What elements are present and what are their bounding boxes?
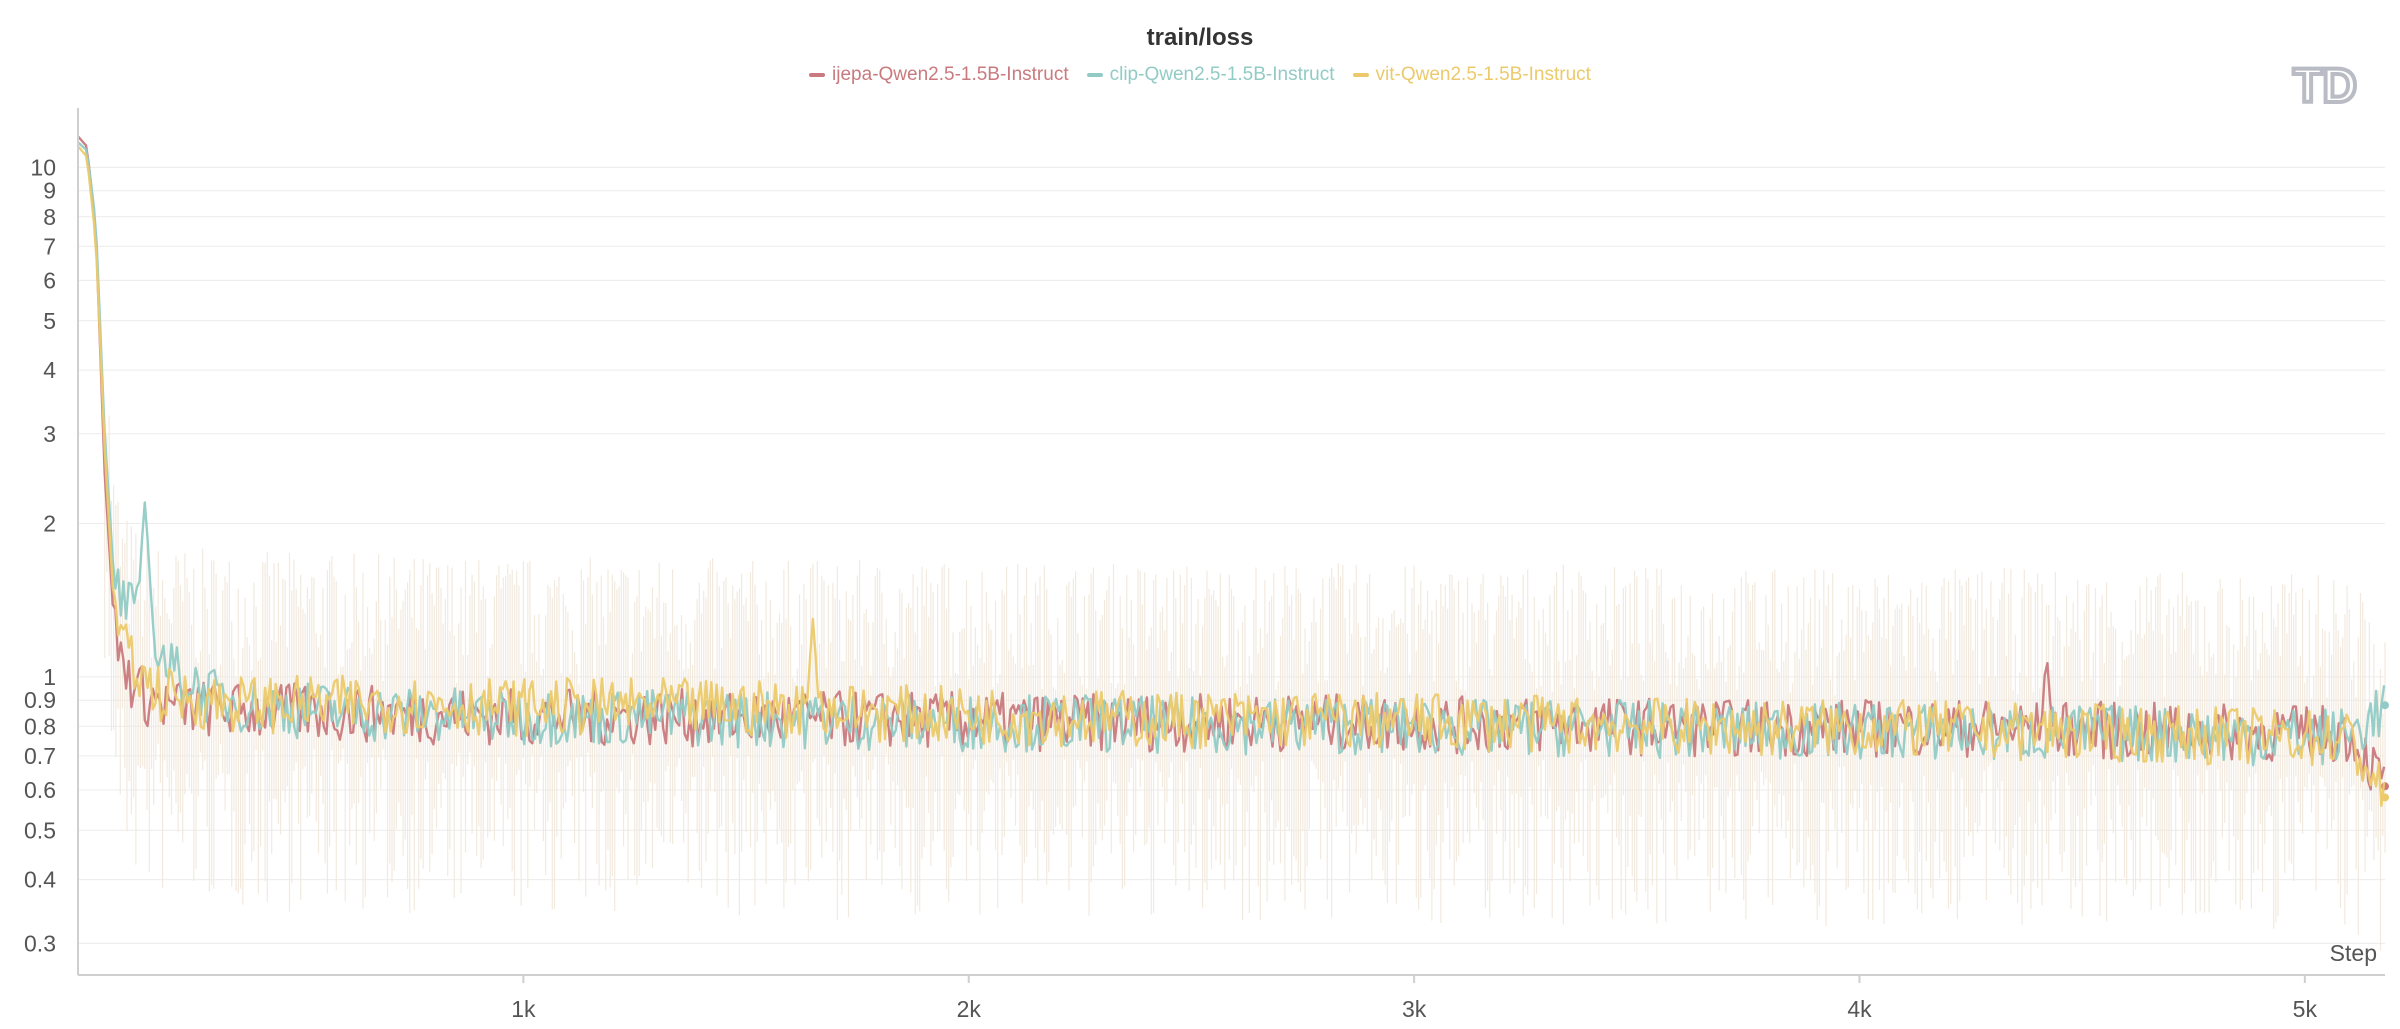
y-tick-label: 7 [43,233,56,259]
x-axis-label: Step [2330,940,2377,966]
legend-swatch-clip [1086,73,1103,77]
y-tick-label: 9 [43,178,56,204]
legend-item-clip[interactable]: clip-Qwen2.5-1.5B-Instruct [1086,64,1335,86]
y-tick-label: 4 [43,357,56,383]
grid-layer [78,166,2385,944]
x-tick-label: 3k [1402,996,1427,1022]
legend-label-clip: clip-Qwen2.5-1.5B-Instruct [1109,64,1335,85]
y-tick-label: 0.8 [24,713,56,739]
series-endpoint-vit [2381,793,2389,802]
logo-text: TD [2293,60,2357,110]
y-tick-label: 0.7 [24,743,56,769]
series-line-vit [77,145,2386,807]
td-logo-icon: TD [2291,58,2359,110]
legend-label-ijepa: ijepa-Qwen2.5-1.5B-Instruct [832,64,1069,85]
y-tick-label: 8 [43,204,56,230]
raw-loss-noise [104,415,2386,951]
legend-swatch-ijepa [809,73,826,77]
legend-swatch-vit [1352,73,1369,77]
series-endpoint-clip [2381,701,2389,710]
series-layer [77,135,2389,807]
x-tick-label: 4k [1847,996,1872,1022]
y-tick-label: 3 [43,421,56,447]
x-tick-label: 2k [957,996,982,1022]
y-tick-label: 5 [43,308,56,334]
legend-item-vit[interactable]: vit-Qwen2.5-1.5B-Instruct [1352,64,1591,86]
y-tick-label: 1 [43,664,56,690]
y-tick-label: 0.4 [24,867,56,893]
x-tick-label: 5k [2293,996,2318,1022]
raw-noise-layer [104,415,2386,951]
legend: ijepa-Qwen2.5-1.5B-Instruct clip-Qwen2.5… [0,64,2400,86]
chart-title: train/loss [1146,24,1254,51]
legend-label-vit: vit-Qwen2.5-1.5B-Instruct [1375,64,1591,85]
y-tick-label: 6 [43,267,56,293]
y-tick-label: 0.6 [24,777,56,803]
y-tick-label: 0.9 [24,687,56,713]
y-tick-label: 2 [43,511,56,537]
y-tick-label: 10 [30,154,56,180]
y-tick-label: 0.3 [24,930,56,956]
legend-item-ijepa[interactable]: ijepa-Qwen2.5-1.5B-Instruct [809,64,1069,86]
x-tick-label: 1k [511,996,536,1022]
y-tick-label: 0.5 [24,817,56,843]
